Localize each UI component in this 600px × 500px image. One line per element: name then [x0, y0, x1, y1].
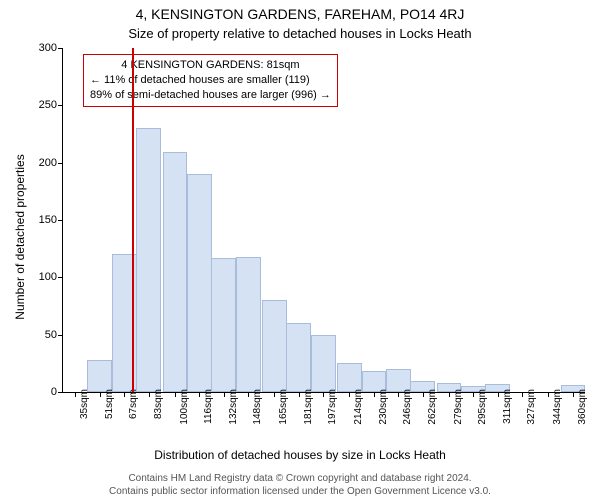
y-tick-mark [58, 163, 63, 164]
histogram-bar [286, 323, 311, 392]
footer-line1: Contains HM Land Registry data © Crown c… [0, 472, 600, 485]
x-tick-mark [522, 392, 523, 397]
x-tick-label: 132sqm [228, 389, 239, 425]
x-tick-label: 83sqm [153, 389, 164, 419]
x-tick-mark [149, 392, 150, 397]
marker-line [132, 48, 134, 392]
x-tick-label: 246sqm [402, 389, 413, 425]
x-tick-label: 116sqm [203, 389, 214, 424]
y-tick-label: 100 [23, 271, 57, 283]
x-tick-label: 262sqm [427, 389, 438, 425]
x-tick-mark [548, 392, 549, 397]
x-tick-label: 311sqm [502, 389, 513, 424]
y-tick-label: 300 [23, 42, 57, 54]
annotation-line2: ← 11% of detached houses are smaller (11… [90, 73, 331, 88]
x-tick-mark [398, 392, 399, 397]
x-tick-mark [473, 392, 474, 397]
x-tick-mark [75, 392, 76, 397]
y-tick-mark [58, 105, 63, 106]
x-tick-label: 148sqm [252, 389, 263, 425]
y-tick-label: 200 [23, 157, 57, 169]
x-tick-label: 295sqm [477, 389, 488, 425]
histogram-bar [337, 363, 362, 392]
histogram-bar [211, 258, 236, 392]
histogram-bar [262, 300, 287, 392]
x-tick-mark [498, 392, 499, 397]
x-tick-label: 230sqm [378, 389, 389, 425]
y-tick-label: 50 [23, 329, 57, 341]
histogram-bar [311, 335, 336, 392]
x-tick-label: 165sqm [278, 389, 289, 425]
y-tick-label: 250 [23, 99, 57, 111]
x-tick-mark [323, 392, 324, 397]
histogram-bar [87, 360, 112, 392]
x-tick-label: 327sqm [526, 389, 537, 425]
histogram-bar [163, 152, 188, 392]
x-tick-mark [349, 392, 350, 397]
annotation-line3: 89% of semi-detached houses are larger (… [90, 88, 331, 103]
x-tick-label: 197sqm [327, 389, 338, 425]
x-tick-label: 67sqm [128, 389, 139, 419]
x-tick-label: 181sqm [303, 389, 314, 425]
x-tick-mark [374, 392, 375, 397]
x-tick-mark [124, 392, 125, 397]
histogram-bar [187, 174, 212, 392]
x-tick-label: 100sqm [179, 389, 190, 425]
x-tick-mark [248, 392, 249, 397]
footer-attribution: Contains HM Land Registry data © Crown c… [0, 472, 600, 498]
x-tick-mark [199, 392, 200, 397]
histogram-bar [236, 257, 261, 392]
y-tick-mark [58, 277, 63, 278]
x-tick-label: 344sqm [552, 389, 563, 425]
histogram-plot-area: 4 KENSINGTON GARDENS: 81sqm ← 11% of det… [62, 48, 585, 393]
footer-line2: Contains public sector information licen… [0, 485, 600, 498]
x-tick-label: 360sqm [577, 389, 588, 425]
x-tick-mark [423, 392, 424, 397]
x-tick-mark [449, 392, 450, 397]
x-tick-mark [573, 392, 574, 397]
y-tick-mark [58, 220, 63, 221]
x-tick-mark [299, 392, 300, 397]
x-tick-mark [175, 392, 176, 397]
x-axis-label: Distribution of detached houses by size … [0, 448, 600, 462]
x-tick-label: 35sqm [79, 389, 90, 419]
x-tick-label: 279sqm [453, 389, 464, 425]
y-tick-mark [58, 392, 63, 393]
histogram-bar [136, 128, 161, 392]
y-tick-label: 0 [23, 386, 57, 398]
x-tick-label: 214sqm [353, 389, 364, 425]
x-tick-mark [100, 392, 101, 397]
chart-title-subtitle: Size of property relative to detached ho… [0, 26, 600, 41]
y-tick-mark [58, 48, 63, 49]
x-tick-label: 51sqm [104, 389, 115, 419]
annotation-line1: 4 KENSINGTON GARDENS: 81sqm [90, 58, 331, 73]
y-tick-mark [58, 335, 63, 336]
x-tick-mark [224, 392, 225, 397]
y-tick-label: 150 [23, 214, 57, 226]
x-tick-mark [274, 392, 275, 397]
chart-title-address: 4, KENSINGTON GARDENS, FAREHAM, PO14 4RJ [0, 6, 600, 22]
annotation-box: 4 KENSINGTON GARDENS: 81sqm ← 11% of det… [83, 54, 338, 107]
